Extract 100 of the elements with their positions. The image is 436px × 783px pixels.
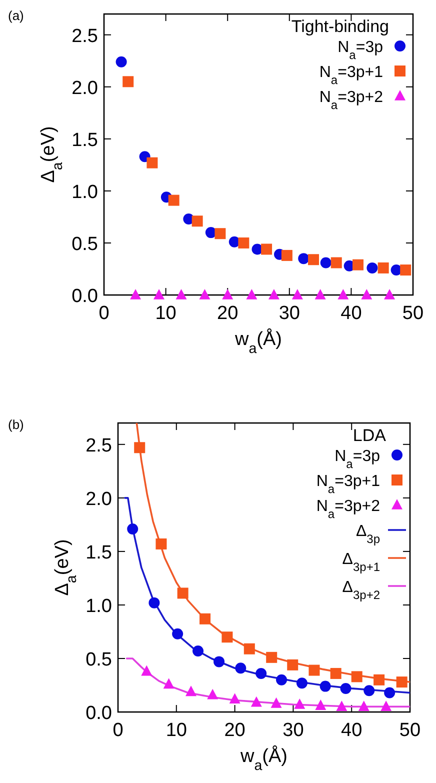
point (384, 288, 396, 300)
point (148, 597, 160, 608)
x-tick-label: 40 (340, 303, 362, 324)
y-tick-label: 1.5 (72, 130, 98, 151)
point (156, 538, 167, 550)
point (235, 662, 246, 674)
point (336, 700, 348, 712)
legend-label: N$_{a}$=3p+1 (316, 473, 380, 496)
point (364, 685, 375, 696)
point (396, 676, 408, 688)
point (268, 288, 280, 300)
x-axis-title: w$_{a}$(Å) (240, 745, 288, 774)
point (200, 613, 211, 624)
point (229, 693, 240, 704)
point (127, 523, 138, 534)
line-series (124, 497, 410, 694)
point (352, 259, 364, 270)
point (261, 244, 272, 255)
legend-label: N$_{a}$=3p+2 (319, 89, 384, 112)
point (186, 686, 196, 696)
point (146, 157, 158, 168)
point (378, 262, 389, 274)
text: (a) (8, 8, 24, 23)
y-tick-label: 0.0 (86, 703, 112, 724)
point (308, 664, 320, 676)
point (320, 680, 331, 692)
point (222, 632, 233, 643)
point (250, 696, 262, 707)
point (256, 668, 267, 679)
point (130, 288, 142, 300)
x-tick-label: 0 (98, 303, 110, 324)
point (246, 288, 258, 300)
point (172, 628, 184, 640)
point (366, 262, 378, 274)
point (177, 588, 188, 599)
y-tick-label: 0.5 (86, 649, 112, 670)
x-tick-label: 30 (278, 303, 300, 324)
point (266, 652, 278, 663)
point (122, 76, 134, 88)
point (330, 668, 342, 679)
legend-label: N$_{a}$=3p (338, 39, 384, 62)
point (281, 250, 292, 261)
point (116, 56, 127, 68)
point (154, 288, 164, 300)
point (374, 674, 385, 686)
legend-label: N$_{a}$=3p+2 (316, 498, 380, 521)
point (296, 678, 308, 689)
point (141, 665, 152, 676)
point (270, 697, 282, 708)
point (238, 237, 250, 248)
point (192, 216, 203, 227)
y-tick-label: 0.5 (72, 234, 98, 255)
point (361, 288, 372, 300)
legend-label: N$_{a}$=3p+1 (319, 64, 384, 87)
point (163, 678, 174, 689)
point (214, 228, 226, 240)
point (330, 257, 342, 268)
line-series (126, 658, 410, 708)
point (351, 671, 362, 682)
point (287, 659, 298, 670)
legend-title: LDA (352, 426, 387, 445)
x-tick-label: 0 (112, 720, 124, 741)
point (315, 700, 326, 710)
text: (b) (8, 417, 24, 432)
y-tick-label: 1.0 (86, 596, 112, 617)
legend-label: Δ$_{3p}$ (356, 523, 380, 546)
point (276, 674, 288, 686)
point (400, 264, 412, 276)
y-tick-label: 0.0 (72, 286, 98, 307)
point (298, 253, 310, 264)
x-tick-label: 10 (155, 303, 176, 324)
x-tick-label: 20 (224, 720, 246, 741)
legend-title: Tight-binding (291, 17, 389, 36)
point (358, 700, 370, 712)
legend-label: N$_{a}$=3p (334, 448, 380, 471)
y-tick-label: 2.5 (72, 26, 98, 47)
point (168, 194, 180, 206)
point (320, 257, 332, 268)
point (380, 700, 392, 712)
point (294, 698, 306, 709)
x-tick-label: 40 (341, 720, 362, 741)
x-tick-label: 50 (399, 720, 421, 741)
x-tick-label: 50 (402, 303, 424, 324)
point (176, 288, 187, 300)
point (214, 656, 225, 668)
point (314, 288, 326, 300)
x-tick-label: 20 (217, 303, 238, 324)
point (292, 288, 303, 300)
y-tick-label: 2.0 (86, 488, 112, 510)
point (244, 643, 255, 654)
point (192, 645, 204, 656)
point (338, 288, 349, 300)
x-tick-label: 30 (282, 720, 304, 741)
x-tick-label: 10 (166, 720, 187, 741)
y-tick-label: 2.0 (72, 78, 98, 99)
y-tick-label: 1.5 (86, 542, 112, 564)
y-tick-label: 1.0 (72, 182, 98, 203)
legend-label: Δ$_{3p+1}$ (342, 551, 380, 574)
point (134, 442, 146, 454)
point (207, 688, 218, 700)
